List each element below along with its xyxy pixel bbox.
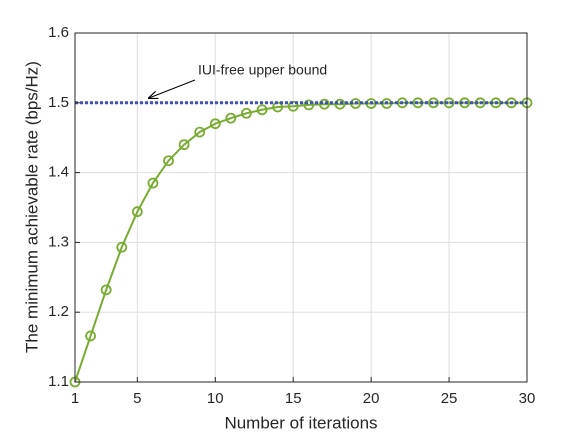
axes-box (74, 32, 528, 383)
x-tick-label: 15 (285, 390, 302, 407)
y-tick-label: 1.2 (48, 303, 69, 320)
annotation: IUI-free upper bound (198, 62, 327, 78)
marker (443, 97, 455, 109)
marker (241, 107, 252, 119)
y-tick-label: 1.3 (48, 233, 69, 250)
y-tick-label: 1.5 (48, 94, 69, 111)
marker (318, 98, 330, 110)
marker (178, 139, 190, 151)
grid (74, 32, 528, 383)
x-tick-label: 1 (71, 390, 79, 407)
y-axis-label: The minimum achievable rate (bps/Hz) (22, 61, 41, 353)
marker (194, 126, 206, 138)
marker (147, 177, 159, 189)
marker (100, 284, 112, 296)
x-tick-label: 25 (441, 390, 458, 407)
x-tick-label: 10 (207, 390, 224, 407)
marker (116, 241, 128, 253)
annotation-arrow (149, 79, 196, 98)
marker (225, 112, 237, 124)
y-tick-label: 1.6 (48, 24, 69, 41)
marker (163, 155, 174, 167)
x-axis-label: Number of iterations (224, 413, 377, 432)
x-tick-label: 20 (363, 390, 380, 407)
marker (85, 330, 96, 342)
x-tick-label: 5 (133, 390, 141, 407)
marker (287, 100, 299, 112)
marker (209, 118, 221, 130)
marker (256, 104, 268, 116)
y-tick-label: 1.4 (48, 164, 69, 181)
y-tick-label: 1.1 (48, 373, 69, 390)
marker (131, 206, 143, 218)
x-tick-label: 30 (519, 390, 536, 407)
plot (69, 97, 533, 388)
marker (303, 99, 315, 111)
